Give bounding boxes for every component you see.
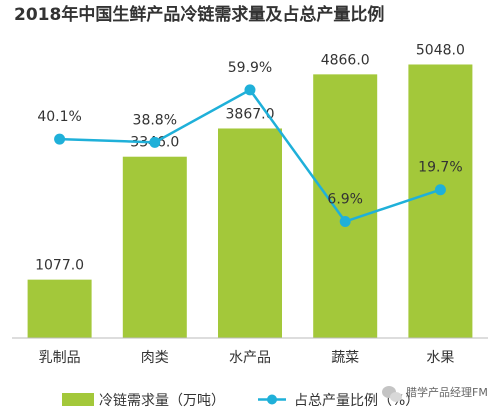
bar-value-label-3: 3867.0 — [226, 106, 275, 122]
watermark-text: 腊学产品经理FM — [406, 385, 488, 399]
ratio-value-labels: 40.1% 38.8% 59.9% 6.9% 19.7% — [37, 60, 462, 208]
legend-bar-swatch — [62, 393, 94, 406]
x-tick-label-2: 肉类 — [141, 350, 169, 366]
ratio-value-label-1: 40.1% — [37, 109, 81, 125]
x-tick-label-1: 乳制品 — [39, 350, 81, 366]
legend: 冷链需求量（万吨） 占总产量比例（%） — [62, 393, 419, 409]
wechat-icon — [382, 386, 402, 402]
x-tick-label-5: 水果 — [426, 350, 454, 366]
ratio-points — [54, 84, 446, 228]
bar-4 — [313, 74, 378, 339]
ratio-point-4 — [339, 216, 351, 228]
bar-5 — [408, 64, 473, 339]
bar-value-label-1: 1077.0 — [35, 258, 84, 274]
ratio-value-label-5: 19.7% — [418, 160, 462, 176]
x-tick-label-4: 蔬菜 — [331, 350, 359, 366]
legend-bar-label: 冷链需求量（万吨） — [99, 393, 225, 409]
x-tick-label-3: 水产品 — [229, 350, 271, 366]
ratio-value-label-3: 59.9% — [228, 60, 272, 76]
ratio-point-2 — [149, 136, 161, 148]
bar-series — [27, 64, 473, 339]
watermark: 腊学产品经理FM — [382, 385, 488, 402]
bar-value-label-4: 4866.0 — [321, 52, 370, 68]
bar-1 — [27, 279, 92, 338]
ratio-point-3 — [244, 84, 256, 96]
ratio-value-label-2: 38.8% — [133, 112, 177, 128]
ratio-point-5 — [434, 184, 446, 196]
ratio-value-label-4: 6.9% — [327, 192, 363, 208]
bar-value-label-5: 5048.0 — [416, 42, 465, 58]
chart-title: 2018年中国生鲜产品冷链需求量及占总产量比例 — [14, 4, 384, 25]
ratio-point-1 — [54, 133, 66, 145]
bar-2 — [122, 156, 187, 338]
x-axis-tick-labels: 乳制品 肉类 水产品 蔬菜 水果 — [39, 350, 455, 366]
bar-3 — [218, 128, 282, 338]
legend-line-dot — [267, 394, 277, 405]
